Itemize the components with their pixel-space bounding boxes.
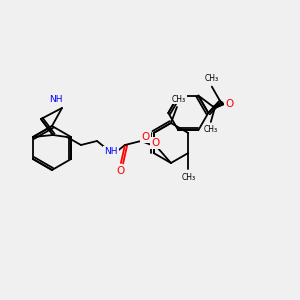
Text: O: O <box>142 132 150 142</box>
Text: O: O <box>152 138 160 148</box>
Text: NH: NH <box>49 95 63 104</box>
Text: CH₃: CH₃ <box>181 172 195 182</box>
Text: CH₃: CH₃ <box>172 94 186 103</box>
Text: CH₃: CH₃ <box>205 74 219 83</box>
Text: NH: NH <box>104 146 118 155</box>
Text: O: O <box>225 99 233 109</box>
Text: CH₃: CH₃ <box>204 125 218 134</box>
Text: O: O <box>117 166 125 176</box>
